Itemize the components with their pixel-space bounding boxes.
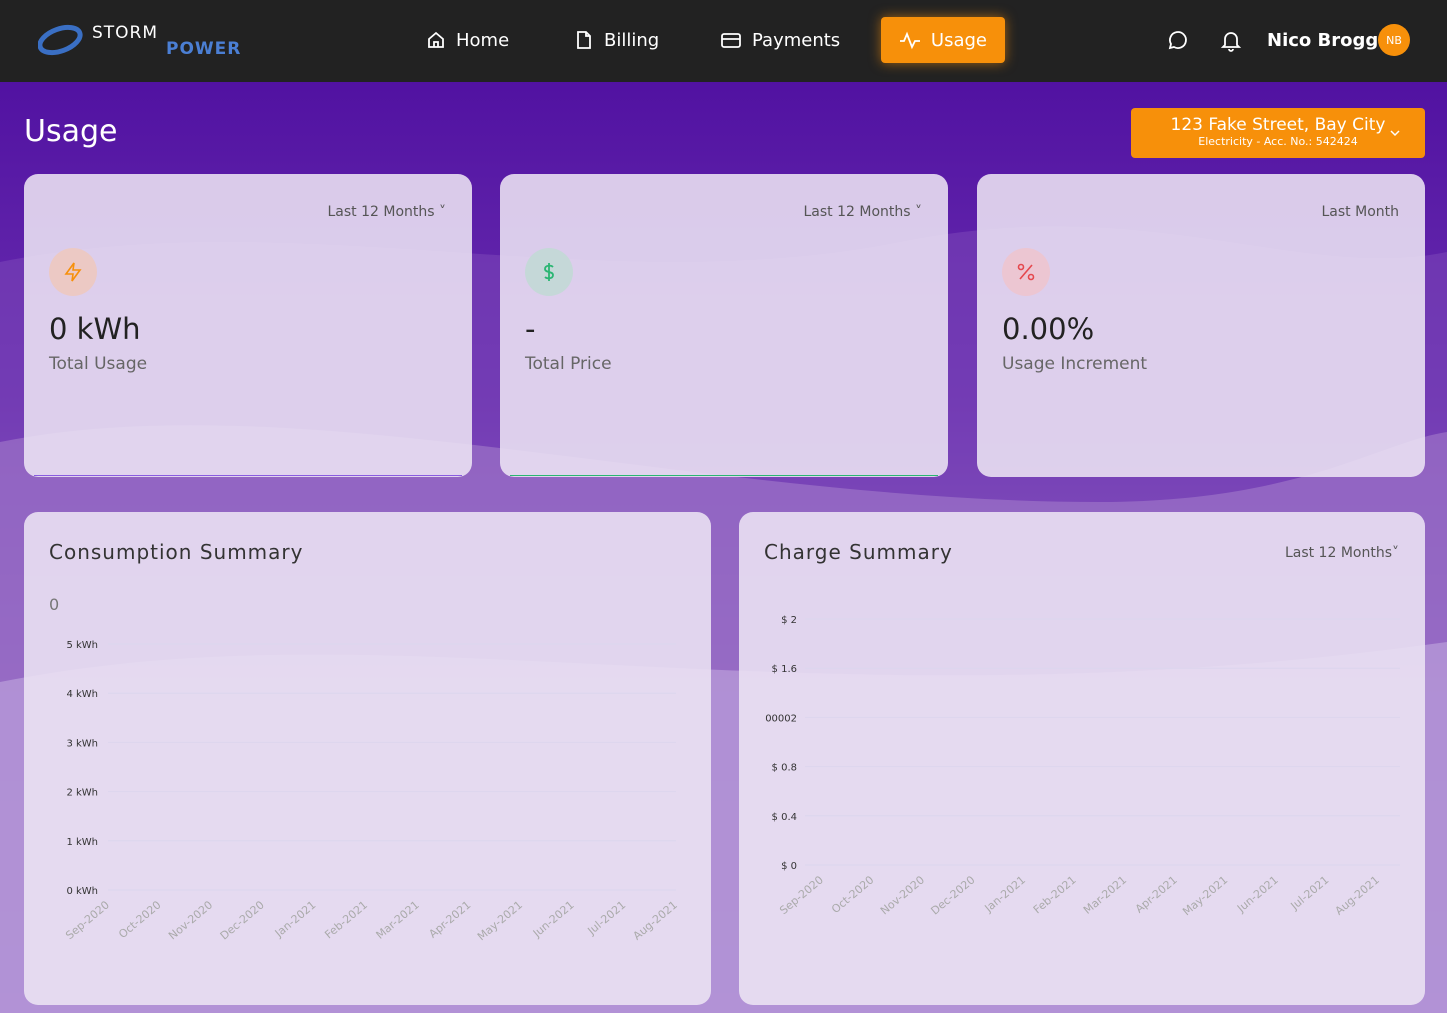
card-title: Charge Summary xyxy=(764,540,953,564)
nav-payments[interactable]: Payments xyxy=(702,17,858,63)
stat-label: Total Price xyxy=(525,354,612,374)
nav-label: Payments xyxy=(752,29,841,51)
card-title: Consumption Summary xyxy=(49,540,304,564)
icon-badge xyxy=(1002,248,1050,296)
period: Last 12 Months xyxy=(1284,545,1392,561)
bolt-icon xyxy=(64,262,82,282)
icon-badge xyxy=(49,248,97,296)
stat-value: 0.00% xyxy=(1002,312,1095,346)
dollar-icon xyxy=(544,263,554,281)
icon-badge xyxy=(525,248,573,296)
nav-label: Billing xyxy=(604,29,660,51)
chevron xyxy=(1390,130,1400,137)
percent-icon xyxy=(1017,263,1035,281)
activity-icon xyxy=(900,31,920,50)
stat-value: 0 kWh xyxy=(49,312,141,346)
home-icon xyxy=(428,31,444,48)
user-name[interactable]: Nico Broggi xyxy=(1267,30,1385,51)
stat-card: Last 12 Months ˅ - Total Price xyxy=(500,174,948,477)
period-select[interactable]: Last 12 Months˅ xyxy=(1284,545,1399,561)
stat-label: Total Usage xyxy=(49,354,148,374)
file-icon xyxy=(577,31,591,49)
account: Electricity - Acc. No.: 542424 xyxy=(1198,135,1358,148)
stat-value: - xyxy=(525,312,536,346)
period-select[interactable]: Last 12 Months ˅ xyxy=(327,204,446,220)
charge-card: Charge Summary Last 12 Months˅ xyxy=(739,512,1425,1005)
chat-icon[interactable] xyxy=(1166,30,1188,52)
nav-usage[interactable]: Usage xyxy=(881,17,1005,63)
nav-home[interactable]: Home xyxy=(408,17,527,63)
period: Last 12 Months xyxy=(803,204,911,220)
address-selector[interactable]: 123 Fake Street, Bay City Electricity - … xyxy=(1131,108,1425,158)
page-title: Usage xyxy=(24,114,118,149)
bell-icon[interactable] xyxy=(1220,30,1242,52)
brand-top: STORM xyxy=(92,23,158,43)
brand-bottom: POWER xyxy=(166,39,241,59)
address: 123 Fake Street, Bay City xyxy=(1170,115,1386,135)
stat-card: Last Month 0.00% Usage Increment xyxy=(977,174,1425,477)
nav-label: Usage xyxy=(930,29,987,51)
sparkline xyxy=(510,475,938,476)
avatar[interactable]: NB xyxy=(1378,24,1410,56)
nav-label: Home xyxy=(456,29,510,51)
period: Last Month xyxy=(1321,204,1400,220)
period-select[interactable]: Last 12 Months ˅ xyxy=(803,204,922,220)
total: 0 xyxy=(49,595,60,614)
stat-card: Last 12 Months ˅ 0 kWh Total Usage xyxy=(24,174,472,477)
stat-label: Usage Increment xyxy=(1002,354,1148,374)
sparkline xyxy=(34,475,462,476)
logo: STORM POWER xyxy=(38,23,241,59)
period: Last 12 Months xyxy=(327,204,435,220)
consumption-card: Consumption Summary 0 xyxy=(24,512,711,1005)
top-nav: STORM POWER Home Billing Payments Usage … xyxy=(0,0,1447,82)
card-icon xyxy=(721,33,741,48)
nav-billing[interactable]: Billing xyxy=(556,17,677,63)
